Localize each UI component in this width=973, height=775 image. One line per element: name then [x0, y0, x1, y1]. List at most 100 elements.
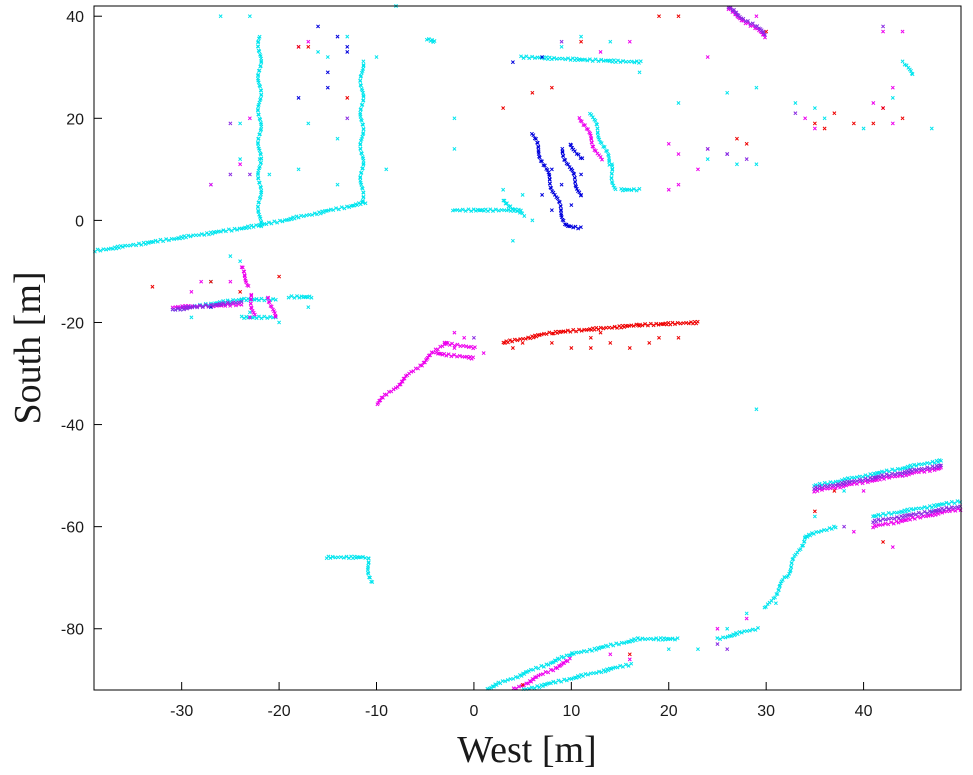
- purple-data-point: [761, 30, 766, 35]
- cyan-data-point: [255, 140, 260, 145]
- cyan-data-point: [585, 58, 590, 63]
- y-tick-label: -40: [61, 418, 84, 435]
- purple-data-point: [763, 32, 767, 37]
- red-data-point: [676, 14, 681, 19]
- magenta-data-point: [880, 522, 885, 527]
- cyan-data-point: [164, 237, 169, 242]
- purple-data-point: [916, 467, 921, 472]
- magenta-data-point: [471, 355, 476, 360]
- cyan-data-point: [705, 157, 710, 162]
- cyan-data-point: [560, 56, 565, 61]
- cyan-data-point: [551, 679, 556, 684]
- cyan-data-point: [360, 166, 365, 171]
- magenta-data-point: [627, 39, 632, 44]
- cyan-data-point: [587, 647, 592, 652]
- blue-data-point: [552, 192, 557, 197]
- cyan-data-point: [535, 684, 540, 689]
- magenta-data-point: [676, 152, 681, 156]
- cyan-data-point: [310, 212, 315, 217]
- y-tick-label: -20: [61, 315, 84, 332]
- cyan-data-point: [780, 578, 785, 582]
- cyan-data-point: [296, 167, 301, 172]
- cyan-data-point: [608, 39, 613, 44]
- magenta-data-point: [462, 335, 467, 340]
- red-data-point: [638, 322, 642, 327]
- blue-data-point: [558, 207, 563, 212]
- cyan-data-point: [637, 186, 642, 191]
- cyan-data-point: [128, 243, 133, 248]
- cyan-data-point: [358, 79, 363, 83]
- purple-data-point: [841, 482, 846, 487]
- blue-data-point: [569, 224, 574, 229]
- cyan-data-point: [331, 208, 336, 212]
- cyan-data-point: [360, 132, 365, 137]
- magenta-data-point: [228, 279, 233, 284]
- magenta-data-point: [242, 269, 247, 274]
- cyan-data-point: [358, 114, 363, 119]
- magenta-data-point: [266, 296, 271, 301]
- cyan-data-point: [131, 242, 136, 247]
- cyan-data-point: [618, 663, 623, 668]
- magenta-data-point: [393, 386, 398, 390]
- cyan-data-point: [496, 208, 501, 213]
- cyan-data-point: [358, 107, 363, 112]
- cyan-data-point: [718, 637, 723, 642]
- blue-data-point: [345, 49, 350, 54]
- x-tick-label: -20: [268, 703, 291, 720]
- cyan-data-point: [610, 167, 615, 172]
- purple-data-point: [233, 300, 238, 305]
- cyan-data-point: [883, 513, 888, 517]
- magenta-data-point: [248, 301, 253, 306]
- cyan-data-point: [775, 591, 780, 596]
- purple-data-point: [173, 307, 178, 312]
- purple-data-point: [878, 518, 883, 523]
- purple-data-point: [946, 506, 951, 511]
- cyan-data-point: [782, 575, 787, 580]
- red-data-point: [345, 95, 350, 100]
- cyan-data-point: [599, 141, 604, 146]
- blue-data-point: [566, 162, 571, 167]
- cyan-data-point: [359, 182, 364, 187]
- blue-data-point: [549, 208, 554, 213]
- purple-data-point: [916, 510, 921, 515]
- cyan-data-point: [610, 181, 615, 185]
- cyan-data-point: [776, 588, 781, 592]
- cyan-data-point: [676, 101, 681, 105]
- x-tick-label: 30: [757, 703, 775, 720]
- cyan-data-point: [359, 103, 364, 108]
- magenta-data-point: [516, 684, 521, 689]
- red-data-point: [208, 279, 213, 284]
- purple-data-point: [930, 510, 934, 515]
- cyan-data-point: [265, 316, 270, 321]
- cyan-data-point: [255, 205, 260, 210]
- cyan-data-point: [256, 137, 261, 141]
- magenta-data-point: [567, 656, 572, 661]
- cyan-data-point: [802, 539, 807, 544]
- cyan-data-point: [361, 122, 366, 127]
- cyan-data-point: [566, 56, 571, 61]
- blue-data-point: [562, 157, 567, 162]
- cyan-data-point: [557, 56, 562, 61]
- cyan-data-point: [361, 59, 366, 64]
- cyan-data-point: [273, 297, 278, 302]
- cyan-data-point: [368, 575, 372, 580]
- red-data-point: [871, 121, 876, 126]
- magenta-data-point: [608, 652, 613, 657]
- red-data-point: [678, 321, 683, 326]
- cyan-data-point: [295, 294, 299, 299]
- cyan-data-point: [734, 162, 739, 167]
- cyan-data-point: [358, 74, 363, 79]
- cyan-data-point: [590, 59, 595, 63]
- cyan-data-point: [493, 207, 498, 212]
- red-data-point: [563, 329, 568, 334]
- cyan-data-point: [101, 247, 106, 252]
- blue-data-point: [577, 190, 582, 195]
- red-data-point: [512, 337, 517, 342]
- purple-data-point: [715, 642, 720, 647]
- cyan-data-point: [256, 44, 261, 49]
- magenta-data-point: [272, 309, 276, 314]
- cyan-data-point: [223, 229, 228, 234]
- red-data-point: [520, 682, 525, 687]
- cyan-data-point: [229, 228, 234, 233]
- cyan-data-point: [345, 34, 350, 39]
